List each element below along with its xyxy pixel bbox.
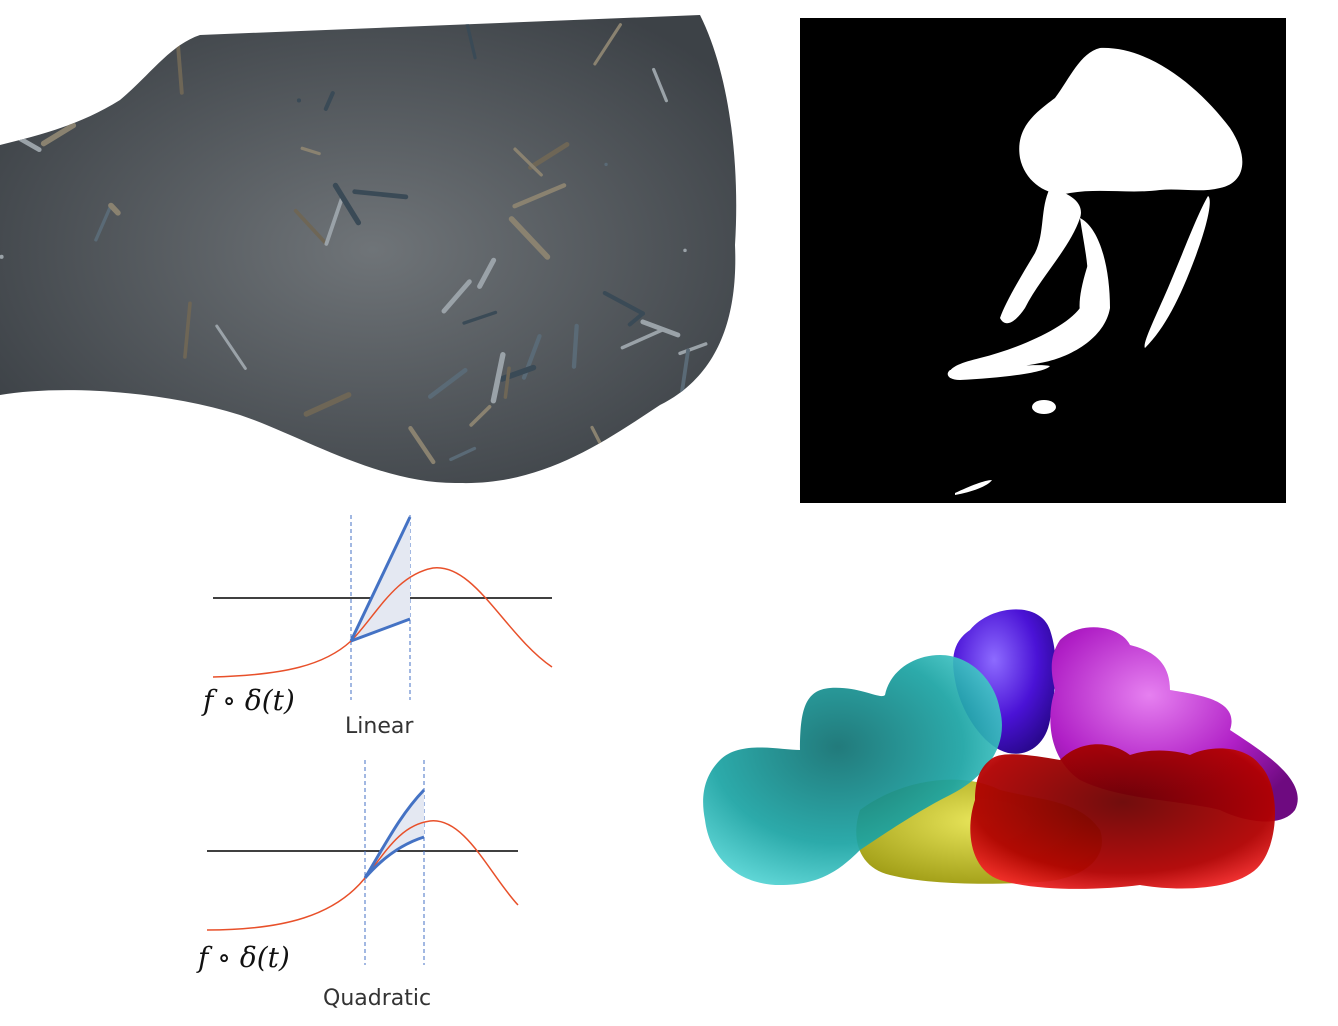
lower-bound-line (350, 617, 411, 643)
linear-bound-diagram: f ∘ δ(t) Linear (195, 505, 565, 745)
function-label: f ∘ δ(t) (196, 941, 290, 974)
caption-quadratic: Quadratic (323, 986, 431, 1011)
lattice-image (0, 15, 737, 484)
quadratic-bound-diagram: f ∘ δ(t) Quadratic (195, 755, 565, 1015)
mask-image (800, 18, 1286, 503)
function-curve (206, 820, 519, 931)
jellyfish-binary-mask (800, 18, 1286, 503)
teal-blob (703, 655, 1002, 885)
lower-bound-curve (363, 835, 425, 879)
bell-shape (1019, 47, 1243, 194)
wireframe-lattice-render (0, 15, 745, 485)
function-curve (212, 567, 553, 678)
function-label: f ∘ δ(t) (201, 684, 295, 717)
caption-linear: Linear (345, 714, 414, 739)
upper-bound-curve (363, 788, 426, 879)
red-blob (970, 744, 1275, 889)
colored-molecular-blobs (700, 600, 1310, 900)
upper-bound-line (349, 516, 412, 642)
